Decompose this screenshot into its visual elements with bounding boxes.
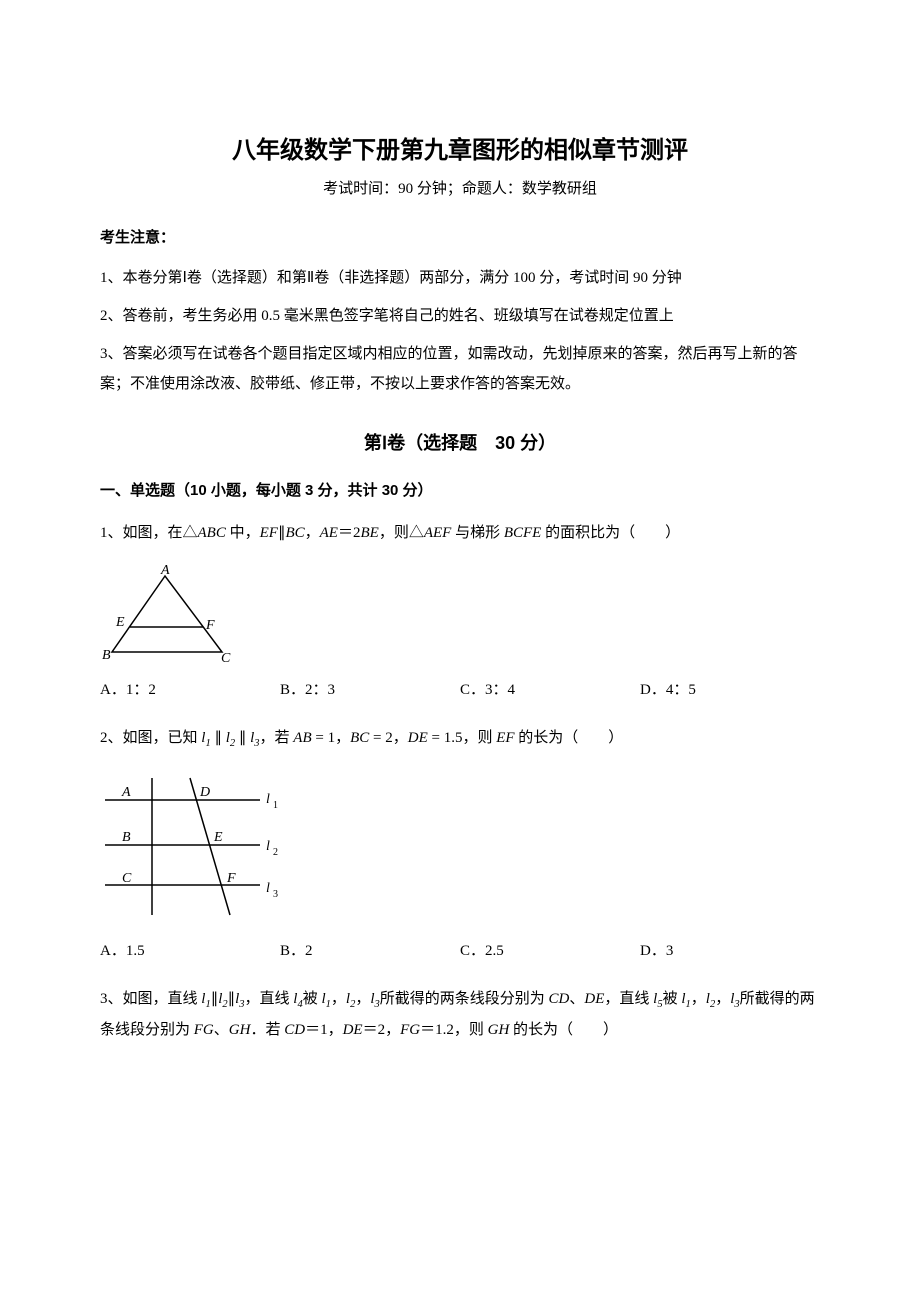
q2-choice-c: C．2.5: [460, 939, 640, 960]
q3-cd2: CD: [284, 1022, 305, 1038]
q3-mid5: ，直线: [604, 991, 653, 1007]
q3-mid4: 所截得的两条线段分别为: [380, 991, 549, 1007]
q1-label-b: B: [102, 648, 111, 663]
notice-2: 2、答卷前，考生务必用 0.5 毫米黑色签字笔将自己的姓名、班级填写在试卷规定位…: [100, 301, 820, 331]
q3-par2: ∥: [228, 991, 236, 1007]
q3-gh2: GH: [488, 1022, 510, 1038]
notice-1: 1、本卷分第Ⅰ卷（选择题）和第Ⅱ卷（非选择题）两部分，满分 100 分，考试时间…: [100, 263, 820, 293]
q1-text: 1、如图，在△: [100, 525, 198, 541]
q2-label-l2s: 2: [273, 847, 278, 858]
q1-ae: AE: [320, 525, 338, 541]
q1-label-e: E: [115, 615, 125, 630]
q3-c1: ，: [331, 991, 346, 1007]
question-1: 1、如图，在△ABC 中，EF∥BC，AE＝2BE，则△AEF 与梯形 BCFE…: [100, 518, 820, 548]
q1-outer-triangle: [112, 576, 222, 652]
notice-heading: 考生注意：: [100, 226, 820, 247]
q1-choice-d: D．4：5: [640, 678, 820, 699]
q3-c2: ，: [355, 991, 370, 1007]
q3-c4: ，: [715, 991, 730, 1007]
q2-label-d: D: [199, 785, 210, 800]
q2-choice-b: B．2: [280, 939, 460, 960]
q2-label-c: C: [122, 871, 132, 886]
q2-label-e: E: [213, 830, 223, 845]
question-3: 3、如图，直线 l1∥l2∥l3，直线 l4被 l1，l2，l3所截得的两条线段…: [100, 984, 820, 1045]
q3-dn: 、: [569, 991, 584, 1007]
q1-figure: A E F B C: [100, 564, 820, 664]
q2-label-l1: l: [266, 792, 270, 807]
q3-dev: ＝2，: [363, 1022, 401, 1038]
q3-mid1: ，直线: [245, 991, 294, 1007]
q1-triangle-svg: A E F B C: [100, 564, 240, 664]
q2-lines-svg: A B C D E F l 1 l 2 l 3: [100, 770, 285, 925]
question-2: 2、如图，已知 l1 ∥ l2 ∥ l3，若 AB = 1，BC = 2，DE …: [100, 723, 820, 754]
q2-suffix: 的长为（ ）: [515, 730, 624, 746]
q3-c3: ，: [691, 991, 706, 1007]
q2-prefix: 2、如图，已知: [100, 730, 201, 746]
q2-label-a: A: [121, 785, 131, 800]
q3-fgv: ＝1.2，则: [420, 1022, 488, 1038]
q2-label-l1s: 1: [273, 800, 278, 811]
q2-dev: = 1.5，则: [428, 730, 496, 746]
q2-figure: A B C D E F l 1 l 2 l 3: [100, 770, 820, 925]
notice-3: 3、答案必须写在试卷各个题目指定区域内相应的位置，如需改动，先划掉原来的答案，然…: [100, 339, 820, 399]
q1-bcfe: BCFE: [504, 525, 542, 541]
q1-label-c: C: [221, 651, 231, 664]
q2-label-l3s: 3: [273, 889, 278, 900]
q1-choice-a: A．1：2: [100, 678, 280, 699]
q2-par1: ∥: [211, 730, 226, 746]
q2-abv: = 1，: [312, 730, 350, 746]
q1-t2: 中，: [226, 525, 260, 541]
q2-ef: EF: [496, 730, 514, 746]
q2-de: DE: [408, 730, 428, 746]
q1-aef: AEF: [424, 525, 452, 541]
q2-choice-d: D．3: [640, 939, 820, 960]
q1-eq: ＝2: [338, 525, 361, 541]
q2-choices: A．1.5 B．2 C．2.5 D．3: [100, 939, 820, 960]
exam-page: 八年级数学下册第九章图形的相似章节测评 考试时间：90 分钟；命题人：数学教研组…: [0, 0, 920, 1302]
q2-par2: ∥: [235, 730, 250, 746]
q3-mid6: 被: [663, 991, 682, 1007]
q2-choice-a: A．1.5: [100, 939, 280, 960]
q2-label-l3: l: [266, 881, 270, 896]
q1-t4: 与梯形: [451, 525, 504, 541]
q3-dn2: 、: [214, 1022, 229, 1038]
q3-de: DE: [584, 991, 604, 1007]
q2-ab: AB: [293, 730, 311, 746]
page-title: 八年级数学下册第九章图形的相似章节测评: [100, 130, 820, 165]
q2-label-l2: l: [266, 839, 270, 854]
q3-prefix: 3、如图，直线: [100, 991, 201, 1007]
q3-mid2: 被: [303, 991, 322, 1007]
q1-bc: BC: [285, 525, 304, 541]
q1-end: 的面积比为（ ）: [541, 525, 680, 541]
q1-ef: EF: [260, 525, 278, 541]
q1-t3: ，则△: [379, 525, 424, 541]
page-subtitle: 考试时间：90 分钟；命题人：数学教研组: [100, 177, 820, 198]
q2-label-f: F: [226, 871, 236, 886]
q1-label-a: A: [160, 564, 170, 578]
q1-sep1: ，: [305, 525, 320, 541]
q3-mid8: ．若: [250, 1022, 284, 1038]
q3-fg: FG: [194, 1022, 214, 1038]
q1-abc: ABC: [198, 525, 226, 541]
q2-label-b: B: [122, 830, 131, 845]
part1-title: 第Ⅰ卷（选择题 30 分）: [100, 429, 820, 455]
q1-label-f: F: [205, 618, 215, 633]
q3-gh: GH: [229, 1022, 251, 1038]
q3-suffix: 的长为（ ）: [509, 1022, 618, 1038]
q1-be: BE: [360, 525, 378, 541]
q3-cd: CD: [549, 991, 570, 1007]
q2-bcv: = 2，: [369, 730, 407, 746]
q3-fg2: FG: [400, 1022, 420, 1038]
q3-cdv: ＝1，: [305, 1022, 343, 1038]
q1-choice-b: B．2：3: [280, 678, 460, 699]
mc-heading: 一、单选题（10 小题，每小题 3 分，共计 30 分）: [100, 479, 820, 500]
q3-de2: DE: [343, 1022, 363, 1038]
q2-mid: ，若: [260, 730, 294, 746]
q2-bc: BC: [350, 730, 369, 746]
q1-choice-c: C．3：4: [460, 678, 640, 699]
q1-choices: A．1：2 B．2：3 C．3：4 D．4：5: [100, 678, 820, 699]
